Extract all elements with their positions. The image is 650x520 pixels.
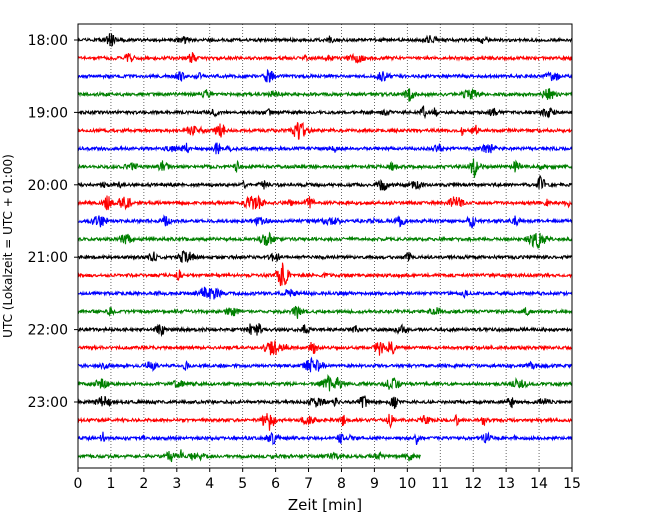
x-tick-label: 7 (304, 476, 313, 492)
x-tick-label: 9 (370, 476, 379, 492)
trace-2245 (77, 374, 573, 392)
x-tick-label: 12 (464, 476, 482, 492)
x-tick-label: 11 (431, 476, 449, 492)
trace-2215 (77, 340, 573, 356)
trace-1915 (77, 121, 573, 140)
y-tick-label: 19:00 (28, 105, 68, 121)
trace-2200 (77, 323, 573, 338)
x-tick-label: 14 (530, 476, 548, 492)
trace-1845 (77, 87, 573, 102)
trace-2100 (77, 250, 573, 263)
trace-2230 (77, 356, 573, 373)
x-tick-label: 8 (337, 476, 346, 492)
x-tick-label: 13 (497, 476, 515, 492)
trace-2130 (77, 286, 573, 300)
x-tick-label: 10 (398, 476, 416, 492)
x-tick-label: 5 (238, 476, 247, 492)
trace-2300 (77, 395, 573, 409)
x-tick-label: 15 (563, 476, 581, 492)
trace-2115 (77, 262, 573, 287)
x-tick-label: 0 (74, 476, 83, 492)
y-tick-label: 22:00 (28, 323, 68, 339)
trace-1945 (77, 158, 573, 178)
y-axis-label: UTC (Lokalzeit = UTC + 01:00) (1, 154, 15, 338)
y-tick-label: 21:00 (28, 250, 68, 266)
grid-lines (110, 24, 540, 468)
trace-2015 (77, 194, 573, 211)
trace-2345 (77, 449, 421, 463)
trace-2145 (77, 305, 573, 319)
plot-frame (77, 23, 573, 469)
trace-1900 (77, 105, 573, 120)
y-tick-label: 18:00 (28, 33, 68, 49)
x-tick-label: 4 (205, 476, 214, 492)
x-tick-label: 3 (172, 476, 181, 492)
trace-2315 (77, 413, 573, 431)
x-axis-label: Zeit [min] (288, 496, 362, 514)
trace-2000 (77, 175, 573, 191)
trace-2330 (77, 431, 573, 446)
x-tick-label: 1 (106, 476, 115, 492)
trace-1800 (77, 33, 573, 48)
trace-2045 (77, 231, 573, 249)
y-tick-label: 20:00 (28, 178, 68, 194)
y-axis: 18:00 19:00 20:00 21:00 22:00 23:00 (28, 33, 78, 411)
trace-1815 (77, 52, 573, 64)
y-tick-label: 23:00 (28, 395, 68, 411)
traces (77, 33, 573, 463)
trace-1830 (77, 68, 573, 83)
x-tick-label: 2 (139, 476, 148, 492)
trace-2030 (77, 214, 573, 229)
x-tick-label: 6 (271, 476, 280, 492)
trace-1930 (77, 142, 573, 155)
x-axis: 0 1 2 3 4 5 6 7 8 9 10 11 12 13 14 15 (74, 468, 581, 492)
